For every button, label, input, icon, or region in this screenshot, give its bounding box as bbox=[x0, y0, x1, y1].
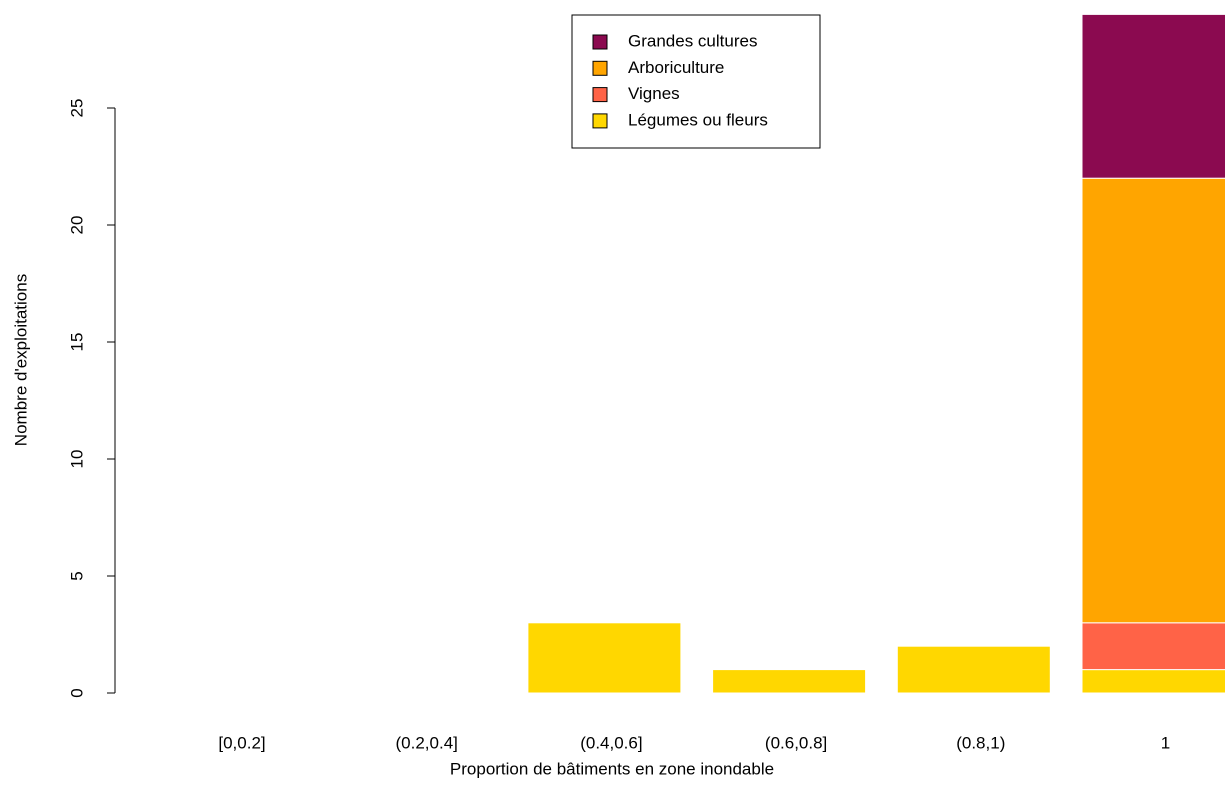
x-tick-label: (0.2,0.4] bbox=[396, 733, 458, 752]
x-tick-label: (0.6,0.8] bbox=[765, 733, 827, 752]
legend-label: Arboriculture bbox=[628, 58, 724, 77]
bar-segment bbox=[896, 645, 1051, 694]
legend-swatch bbox=[592, 60, 608, 76]
x-tick-label: (0.8,1) bbox=[956, 733, 1005, 752]
x-tick-label: [0,0.2] bbox=[218, 733, 265, 752]
y-tick-label: 10 bbox=[67, 450, 86, 469]
y-tick-label: 0 bbox=[67, 688, 86, 697]
legend-swatch bbox=[592, 113, 608, 129]
legend-label: Grandes cultures bbox=[628, 31, 757, 50]
y-tick-label: 15 bbox=[67, 333, 86, 352]
legend-box bbox=[571, 14, 821, 149]
legend-swatch bbox=[592, 34, 608, 50]
x-tick-label: (0.4,0.6] bbox=[580, 733, 642, 752]
legend-label: Vignes bbox=[628, 84, 680, 103]
y-tick-label: 25 bbox=[67, 99, 86, 118]
bar-segment bbox=[1081, 177, 1225, 624]
x-tick-label: 1 bbox=[1161, 733, 1170, 752]
y-tick-label: 20 bbox=[67, 216, 86, 235]
legend-swatch bbox=[592, 87, 608, 103]
y-tick-label: 5 bbox=[67, 571, 86, 580]
bar-segment bbox=[527, 622, 682, 694]
bar-segment bbox=[712, 669, 867, 694]
bar-segment bbox=[1081, 622, 1225, 671]
y-axis-label: Nombre d'exploitations bbox=[11, 274, 30, 446]
bar-segment bbox=[1081, 669, 1225, 694]
legend-label: Légumes ou fleurs bbox=[628, 110, 768, 129]
bar-segment bbox=[1081, 13, 1225, 179]
x-axis-label: Proportion de bâtiments en zone inondabl… bbox=[450, 759, 774, 778]
